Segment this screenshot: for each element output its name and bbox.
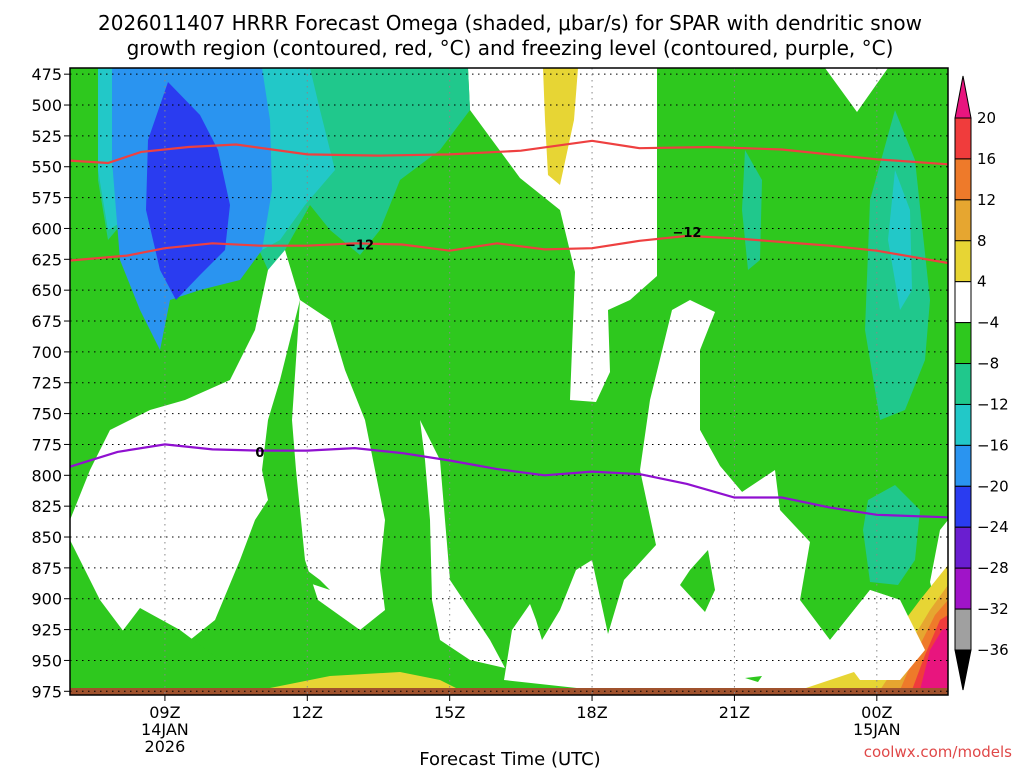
y-tick-label-6: 625: [31, 250, 62, 269]
omega-green-patch-d: [745, 676, 762, 682]
x-tick-year-0: 2026: [145, 737, 186, 756]
contour-label-2: 0: [255, 446, 264, 461]
omega-yellow-bottom: [260, 672, 460, 690]
colorbar-label-6: −8: [977, 355, 999, 373]
colorbar-label-5: −4: [977, 314, 999, 332]
colorbar: 20 16 12 8 4 −4 −8 −12 −16 −20 −24 −28 −32 −36: [954, 75, 1009, 691]
omega-magenta-bottom-right: [920, 628, 948, 690]
y-tick-label-15: 850: [31, 528, 62, 547]
colorbar-label-9: −20: [977, 477, 1009, 495]
colorbar-label-4: 4: [977, 273, 987, 291]
colorbar-segment-3: [954, 199, 972, 242]
contour-dgz-top: [70, 139, 948, 166]
y-tick-label-4: 575: [31, 189, 62, 208]
colorbar-segment-8: [954, 403, 972, 446]
colorbar-segment-7: [954, 363, 972, 405]
grid: [70, 68, 948, 695]
colorbar-segment-12: [954, 567, 972, 610]
y-tick-label-19: 950: [31, 651, 62, 670]
colorbar-segment-2: [954, 158, 972, 201]
contour-freezing-level: [70, 443, 948, 519]
y-tick-label-16: 875: [31, 559, 62, 578]
colorbar-label-0: 20: [977, 109, 996, 127]
y-tick-label-10: 725: [31, 374, 62, 393]
colorbar-segment-5: [954, 281, 972, 324]
omega-cyan-right: [888, 170, 912, 310]
omega-green-patch-a: [108, 608, 220, 672]
y-tick-label-18: 925: [31, 621, 62, 640]
plot-frame: [69, 67, 949, 696]
credit-text: coolwx.com/models: [864, 743, 1012, 761]
omega-white-gap-a: [70, 250, 300, 660]
colorbar-bottom-arrow: [954, 649, 972, 691]
contour-label-0: −12: [345, 238, 374, 253]
colorbar-label-10: −24: [977, 518, 1009, 536]
x-tick-label-4: 21Z: [719, 703, 750, 722]
omega-green-patch-c: [680, 550, 715, 612]
colorbar-segment-4: [954, 240, 972, 283]
colorbar-label-12: −32: [977, 600, 1009, 618]
y-tick-label-3: 550: [31, 158, 62, 177]
colorbar-segment-11: [954, 526, 972, 569]
y-tick-label-8: 675: [31, 312, 62, 331]
y-tick-label-13: 800: [31, 466, 62, 485]
y-tick-label-11: 750: [31, 405, 62, 424]
y-tick-label-9: 700: [31, 343, 62, 362]
x-axis-label: Forecast Time (UTC): [419, 749, 600, 768]
y-tick-label-1: 500: [31, 96, 62, 115]
x-tick-date-5: 15JAN: [853, 720, 901, 739]
contour-labels: −12 −12 0: [255, 226, 701, 461]
y-tick-label-17: 900: [31, 590, 62, 609]
colorbar-label-13: −36: [977, 641, 1009, 659]
omega-white-gap-e: [830, 590, 925, 680]
colorbar-label-2: 12: [977, 191, 996, 209]
colorbar-label-11: −28: [977, 559, 1009, 577]
contour-dgz-bottom: [70, 234, 948, 265]
y-tick-label-7: 650: [31, 281, 62, 300]
omega-darkblue-region: [146, 82, 230, 300]
x-tick-label-0: 09Z: [149, 703, 180, 722]
x-tick-label-2: 15Z: [434, 703, 465, 722]
y-axis-ticks: 475 500 525 550 575 600 625 650 675 700 725 750 775 8…: [31, 65, 70, 701]
colorbar-label-1: 16: [977, 150, 996, 168]
colorbar-segment-10: [954, 485, 972, 528]
y-tick-label-14: 825: [31, 497, 62, 516]
colorbar-label-8: −16: [977, 436, 1009, 454]
y-tick-label-5: 600: [31, 219, 62, 238]
x-tick-label-3: 18Z: [576, 703, 607, 722]
omega-white-gap-c: [420, 420, 505, 668]
colorbar-label-7: −12: [977, 395, 1009, 413]
omega-green-patch-b: [255, 530, 330, 590]
y-tick-label-2: 525: [31, 127, 62, 146]
y-tick-label-20: 975: [31, 682, 62, 701]
omega-shading: [70, 68, 948, 695]
omega-white-gap-d: [660, 430, 790, 680]
y-tick-label-12: 775: [31, 435, 62, 454]
omega-white-gap-b: [292, 300, 385, 630]
contour-label-1: −12: [672, 226, 701, 241]
x-tick-label-5: 00Z: [861, 703, 892, 722]
chart-title-line1: 2026011407 HRRR Forecast Omega (shaded, …: [98, 11, 922, 35]
colorbar-label-3: 8: [977, 232, 987, 250]
x-tick-date-0: 14JAN: [141, 720, 189, 739]
colorbar-segment-9: [954, 444, 972, 487]
chart-title-line2: growth region (contoured, red, °C) and f…: [127, 36, 894, 60]
colorbar-segment-13: [954, 608, 972, 651]
y-tick-label-0: 475: [31, 65, 62, 84]
contour-lines: [70, 139, 948, 519]
colorbar-segment-6: [954, 322, 972, 365]
colorbar-top-arrow: [954, 75, 972, 119]
x-tick-label-1: 12Z: [292, 703, 323, 722]
colorbar-segment-1: [954, 117, 972, 160]
omega-yellow-top: [543, 68, 578, 185]
